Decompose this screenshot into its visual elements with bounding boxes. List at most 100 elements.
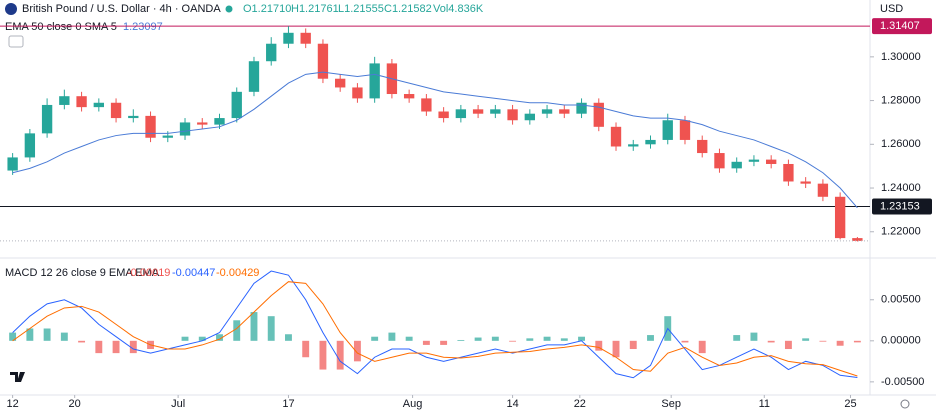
candle-body [731, 161, 742, 169]
y-tick-label: 1.24000 [881, 182, 921, 194]
currency[interactable]: USD [880, 3, 903, 15]
candle-body [7, 157, 18, 171]
candle-body [369, 63, 380, 99]
candle-body [593, 102, 604, 127]
histogram-bar [302, 340, 310, 358]
histogram-bar [267, 316, 275, 341]
histogram-bar [767, 340, 775, 343]
level-label-box [872, 198, 932, 215]
macd-hist-value: -0.00019 [127, 267, 170, 279]
candle-body [610, 126, 622, 147]
histogram-bar [353, 340, 361, 362]
candle-body [403, 94, 415, 99]
candle-body [283, 32, 294, 44]
candle-body [490, 109, 501, 114]
candle-body [800, 181, 811, 184]
histogram-bar [336, 340, 344, 370]
histogram-bar [802, 338, 810, 341]
histogram-bar [129, 340, 137, 354]
ema-legend: EMA 50 close 0 SMA 5 [5, 21, 117, 33]
candle-body [438, 111, 449, 119]
histogram-bar [181, 336, 189, 341]
histogram-bar [750, 332, 758, 341]
histogram-bar [285, 334, 292, 341]
symbol-title: British Pound / U.S. Dollar · 4h · OANDA [22, 3, 221, 15]
candle-body [214, 118, 225, 125]
histogram-bar [819, 340, 827, 342]
histogram-bar [440, 340, 448, 345]
histogram-bar [371, 336, 379, 341]
candle-body [24, 133, 36, 158]
candle-body [817, 183, 829, 197]
candle-body [662, 120, 673, 140]
histogram-bar [457, 339, 465, 341]
histogram-bar [595, 340, 603, 351]
ohlc-close: C1.21582 [384, 3, 432, 15]
histogram-bar [491, 336, 499, 341]
candle-body [524, 113, 535, 121]
candle-body [128, 115, 139, 119]
candle-body [300, 32, 311, 44]
candle-body [852, 238, 863, 241]
candle-body [352, 87, 363, 99]
settings-icon[interactable] [900, 399, 910, 409]
collapse-button[interactable] [8, 35, 24, 48]
histogram-bar [233, 320, 241, 341]
histogram-bar [526, 338, 534, 341]
candle-body [197, 122, 208, 125]
histogram-bar [388, 332, 396, 341]
y-tick-label: 1.28000 [881, 94, 921, 106]
x-tick-label: Aug [403, 398, 423, 410]
candle-body [834, 196, 846, 239]
candle-body [576, 102, 587, 114]
candle-body [645, 139, 656, 145]
x-tick-label: 14 [506, 398, 518, 410]
candle-body [679, 120, 691, 140]
x-tick-label: 11 [759, 398, 770, 410]
x-tick-label: 17 [282, 398, 294, 410]
y-tick-label: 1.26000 [881, 138, 921, 150]
histogram-bar [784, 340, 792, 350]
histogram-bar [95, 340, 103, 354]
candle-body [93, 102, 104, 108]
flag-icon [5, 3, 17, 15]
ema-legend-value: 1.23097 [123, 21, 163, 33]
histogram-bar [9, 332, 17, 341]
candle-body [335, 78, 346, 88]
histogram-bar [629, 340, 637, 350]
x-tick-label: 20 [69, 398, 81, 410]
y-tick-label: 1.22000 [881, 226, 921, 238]
histogram-bar [853, 340, 861, 343]
candle-body [541, 109, 553, 114]
y-tick-label: -0.00500 [881, 376, 924, 388]
candle-body [59, 96, 70, 105]
x-tick-label: Jul [171, 398, 185, 410]
histogram-bar [60, 332, 68, 341]
histogram-bar [43, 328, 51, 341]
ohlc-high: H1.21761 [291, 3, 339, 15]
ema-line [12, 71, 858, 209]
histogram-bar [216, 334, 223, 341]
x-tick-label: 12 [6, 398, 18, 410]
x-tick-label: 22 [574, 398, 586, 410]
histogram-bar [578, 336, 585, 341]
candle-body [766, 159, 777, 164]
level-label-box [872, 18, 932, 35]
histogram-bar [733, 335, 741, 341]
histogram-bar [836, 340, 844, 346]
histogram-bar [422, 340, 430, 345]
histogram-bar [405, 336, 413, 341]
candle-body [455, 109, 467, 119]
histogram-bar [112, 340, 120, 354]
x-tick-label: Sep [661, 398, 681, 410]
y-tick-label: 1.30000 [881, 51, 921, 63]
signal-value: -0.00429 [216, 267, 259, 279]
histogram-bar [509, 340, 517, 342]
histogram-bar [681, 340, 689, 343]
ohlc-low: L1.21555 [338, 3, 384, 15]
candle-body [41, 104, 53, 134]
candle-body [248, 61, 260, 92]
histogram-bar [698, 340, 706, 354]
